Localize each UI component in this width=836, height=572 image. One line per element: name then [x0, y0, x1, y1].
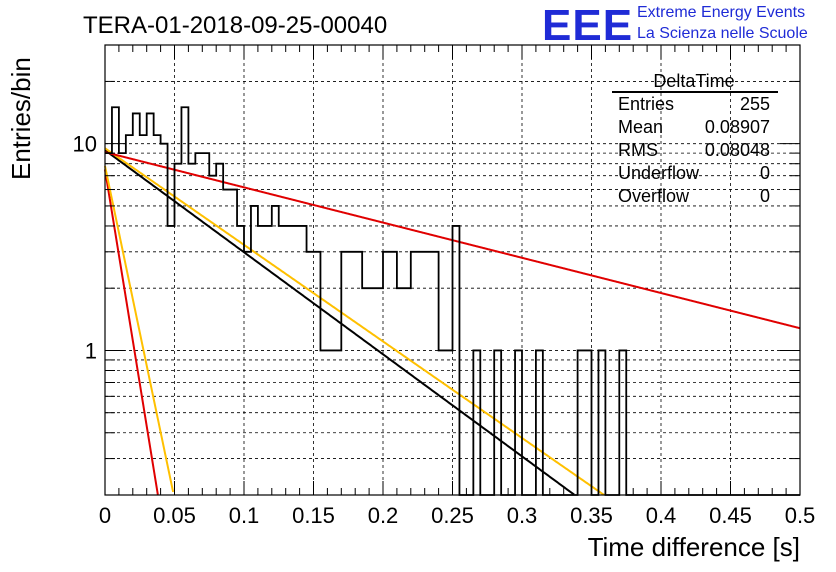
x-tick-label: 0.35: [570, 503, 613, 528]
histogram-bin: [327, 350, 334, 495]
y-axis-label: Entries/bin: [6, 57, 36, 180]
histogram-bin: [307, 252, 314, 495]
x-tick-label: 0.1: [229, 503, 260, 528]
histogram-bin: [209, 176, 216, 495]
histogram-bin: [272, 206, 279, 495]
histogram-bin: [293, 226, 300, 495]
histogram-bin: [216, 164, 223, 495]
stats-value: 0: [760, 163, 770, 183]
histogram-bin: [161, 144, 168, 495]
histogram-bin: [348, 252, 355, 495]
x-tick-label: 0.45: [709, 503, 752, 528]
chart-title: TERA-01-2018-09-25-00040: [83, 12, 387, 39]
histogram-bin: [320, 350, 327, 495]
x-tick-label: 0.5: [785, 503, 816, 528]
histogram-bin: [140, 135, 147, 495]
histogram-bin: [341, 252, 348, 495]
x-tick-label: 0.4: [646, 503, 677, 528]
stats-value: 0: [760, 186, 770, 206]
histogram-bin: [286, 226, 293, 495]
histogram-bin: [369, 288, 376, 495]
histogram-bin: [383, 252, 390, 495]
x-tick-label: 0.05: [153, 503, 196, 528]
histogram-bin: [418, 252, 425, 495]
logo-mark: EEE: [542, 1, 633, 50]
stats-box: DeltaTime Entries 255 Mean 0.08907 RMS 0.0804…: [612, 71, 778, 206]
x-tick-label: 0: [99, 503, 111, 528]
histogram-bin: [188, 164, 195, 495]
histogram-bin: [147, 113, 154, 495]
histogram-bin: [195, 153, 202, 495]
x-tick-label: 0.15: [292, 503, 335, 528]
histogram-bin: [453, 226, 460, 495]
histogram-bin: [119, 153, 126, 495]
stats-title: DeltaTime: [653, 71, 734, 91]
y-tick-label: 1: [85, 338, 97, 363]
x-tick-label: 0.2: [368, 503, 399, 528]
histogram-bin: [334, 350, 341, 495]
histogram-bin: [390, 252, 397, 495]
x-tick-label: 0.3: [507, 503, 538, 528]
stats-label: Entries: [618, 94, 674, 114]
histogram-bin: [105, 153, 112, 495]
histogram-bin: [251, 206, 258, 495]
histogram-bin: [473, 350, 480, 495]
histogram-bin: [397, 288, 404, 495]
fit-curve: [104, 147, 605, 496]
histogram-bin: [425, 252, 432, 495]
stats-value: 255: [740, 94, 770, 114]
histogram-bin: [411, 252, 418, 495]
x-tick-label: 0.25: [431, 503, 474, 528]
stats-label: Overflow: [618, 186, 690, 206]
histogram-bin: [237, 226, 244, 495]
stats-value: 0.08048: [705, 140, 770, 160]
histogram-bin: [446, 350, 453, 495]
fit-curve: [104, 149, 575, 496]
y-tick-label: 10: [73, 132, 97, 157]
histogram-bin: [355, 252, 362, 495]
histogram-bin: [300, 226, 307, 495]
logo-line-1: Extreme Energy Events: [637, 4, 805, 21]
histogram-bin: [314, 252, 321, 495]
stats-rows: Entries 255 Mean 0.08907 RMS 0.08048Underflow…: [618, 94, 770, 206]
histogram-bin: [598, 350, 605, 495]
stats-value: 0.08907: [705, 117, 770, 137]
histogram-bin: [578, 350, 585, 495]
stats-label: Mean: [618, 117, 663, 137]
axes: 0 0.05 0.1 0.15 0.2 0.25 0.3 0.35 0.4 0.45 0.5 1 10: [73, 44, 816, 528]
histogram-bin: [126, 135, 133, 495]
histogram-bin: [432, 252, 439, 495]
histogram-bin: [202, 153, 209, 495]
histogram-bin: [154, 135, 161, 495]
fit-curve: [104, 169, 159, 495]
histogram-bin: [404, 288, 411, 495]
histogram-bin: [112, 107, 119, 495]
histogram-bin: [439, 350, 446, 495]
stats-label: RMS: [618, 140, 658, 160]
histogram-bin: [376, 288, 383, 495]
histogram-bin: [175, 164, 182, 495]
histogram-bin: [536, 350, 543, 495]
histogram-bin: [181, 107, 188, 495]
logo-line-2: La Scienza nelle Scuole: [637, 25, 808, 42]
histogram-bin: [230, 190, 237, 495]
histogram-bin: [265, 226, 272, 495]
histogram-bin: [585, 350, 592, 495]
histogram-bin: [619, 350, 626, 495]
histogram-bin: [244, 252, 251, 495]
fit-curve: [104, 165, 175, 493]
histogram-bin: [362, 288, 369, 495]
histogram-bin: [258, 226, 265, 495]
eee-logo: EEE Extreme Energy Events La Scienza nel…: [542, 1, 808, 50]
x-axis-label: Time difference [s]: [588, 532, 800, 562]
histogram-bin: [279, 226, 286, 495]
stats-label: Underflow: [618, 163, 700, 183]
histogram-bin: [494, 350, 501, 495]
histogram-bin: [168, 226, 175, 495]
histogram-bin: [133, 113, 140, 495]
histogram-bin: [515, 350, 522, 495]
histogram-bin: [223, 190, 230, 495]
